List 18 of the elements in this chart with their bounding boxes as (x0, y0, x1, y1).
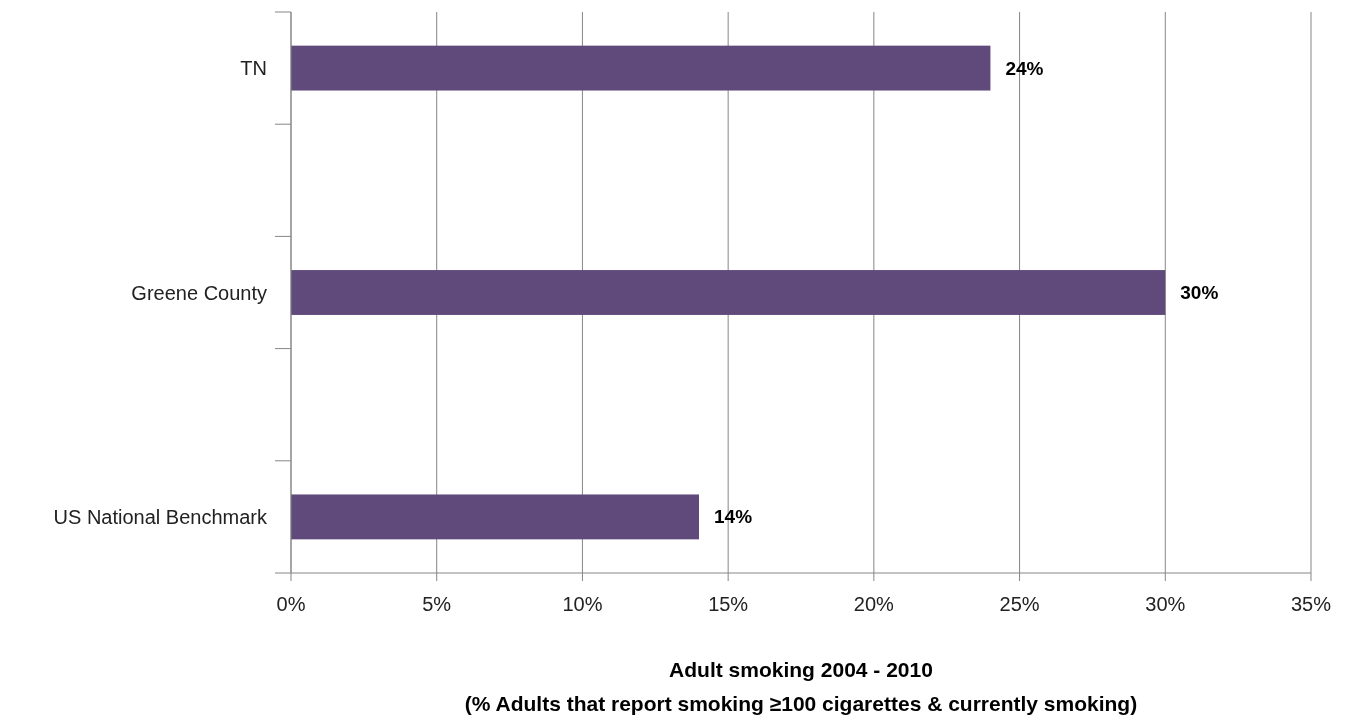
data-label: 30% (1180, 282, 1219, 303)
x-tick-label: 25% (999, 593, 1040, 615)
y-tick-label: Greene County (131, 281, 267, 304)
data-label: 14% (714, 506, 753, 528)
y-tick-label: US National Benchmark (53, 505, 268, 528)
x-tick-label: 0% (276, 593, 306, 615)
y-tick-label: TN (240, 57, 267, 80)
x-tick-label: 10% (562, 593, 603, 615)
bar (291, 270, 1166, 315)
bar (291, 494, 699, 540)
x-tick-label: 35% (1290, 593, 1332, 615)
x-tick-label: 30% (1145, 593, 1186, 615)
x-tick-label: 15% (708, 593, 749, 615)
data-label: 24% (1005, 57, 1044, 79)
x-axis-title: Adult smoking 2004 - 2010 (% Adults that report smoking ≥100 cigarettes & currently smoking) (464, 658, 1138, 715)
bar (291, 45, 991, 91)
x-tick-label: 20% (853, 593, 895, 615)
x-tick-label: 5% (422, 593, 452, 615)
